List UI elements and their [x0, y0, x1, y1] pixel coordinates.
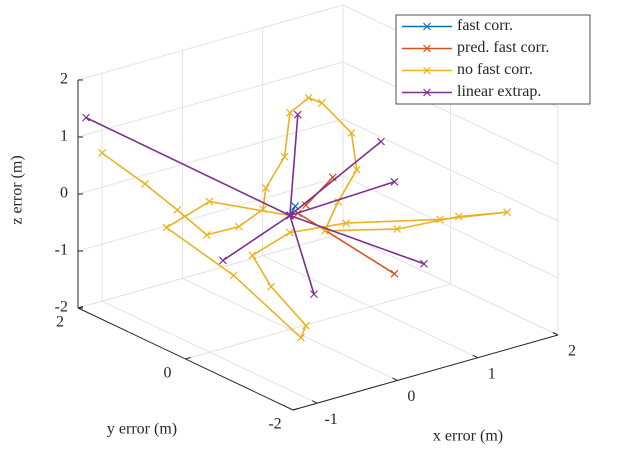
x-tick [472, 354, 478, 359]
grid-line [77, 61, 344, 138]
marker [302, 321, 310, 330]
marker [436, 215, 444, 224]
marker [267, 282, 276, 291]
grid-line [185, 283, 451, 360]
legend-label: linear extrap. [457, 83, 541, 100]
x-tick-label: -1 [324, 411, 337, 428]
marker [420, 259, 428, 268]
x-tick [311, 400, 318, 404]
grid-line [342, 232, 559, 336]
x-axis [292, 334, 559, 411]
legend-marker [423, 88, 431, 97]
marker [141, 180, 149, 188]
marker [342, 219, 351, 228]
marker [302, 201, 310, 210]
marker [390, 177, 399, 186]
series-line [85, 114, 425, 295]
marker [248, 251, 257, 260]
legend-label: no fast corr. [457, 61, 533, 78]
grid-line [342, 118, 559, 222]
y-tick [292, 408, 299, 411]
x-tick [552, 332, 559, 336]
grid-line [342, 175, 559, 279]
marker [285, 108, 294, 117]
marker [261, 184, 270, 192]
marker [352, 165, 361, 174]
legend-marker [423, 44, 431, 53]
x-tick-label: 2 [568, 343, 576, 360]
marker [503, 208, 511, 217]
marker [235, 222, 243, 231]
grid-line [77, 232, 344, 309]
legend-box [395, 14, 591, 105]
marker [219, 256, 227, 265]
z-tick-label: 2 [60, 71, 68, 88]
grid-line [77, 118, 344, 195]
legend-marker [423, 66, 431, 75]
marker [293, 110, 302, 119]
x-tick [392, 377, 398, 381]
grid-line [342, 61, 559, 165]
marker [280, 152, 289, 161]
z-tick-label: 0 [60, 185, 68, 202]
series-line [297, 176, 395, 275]
marker [173, 205, 182, 214]
marker [285, 211, 294, 220]
marker [310, 290, 318, 299]
y-tick-label: 0 [164, 365, 172, 382]
marker [318, 99, 326, 107]
z-axis-label: z error (m) [9, 155, 26, 224]
grid-line [77, 4, 344, 81]
y-tick [185, 357, 191, 360]
marker [229, 271, 238, 280]
marker [162, 223, 171, 232]
marker [297, 333, 305, 342]
marker [202, 230, 211, 239]
marker [347, 128, 356, 137]
legend-label: pred. fast corr. [457, 39, 549, 56]
marker [205, 197, 214, 206]
marker [259, 205, 268, 214]
y-tick-label: 2 [56, 314, 64, 331]
z-tick-label: -2 [55, 299, 68, 316]
z-tick-label: 1 [60, 128, 68, 145]
marker [390, 269, 399, 278]
marker [377, 137, 385, 146]
legend-label: fast corr. [457, 17, 513, 34]
z-tick-label: -1 [55, 242, 68, 259]
legend-marker [423, 22, 431, 31]
y-tick-label: -2 [268, 416, 281, 433]
marker [304, 93, 313, 102]
marker [454, 212, 463, 221]
y-axis-label: y error (m) [107, 421, 177, 438]
x-axis-label: x error (m) [433, 428, 503, 445]
x-tick-label: 0 [407, 388, 415, 405]
grid-line [77, 175, 344, 252]
marker [98, 149, 107, 157]
marker [393, 225, 402, 233]
marker [82, 113, 90, 122]
y-tick [77, 306, 84, 309]
x-tick-label: 1 [488, 365, 496, 382]
marker [285, 228, 294, 237]
